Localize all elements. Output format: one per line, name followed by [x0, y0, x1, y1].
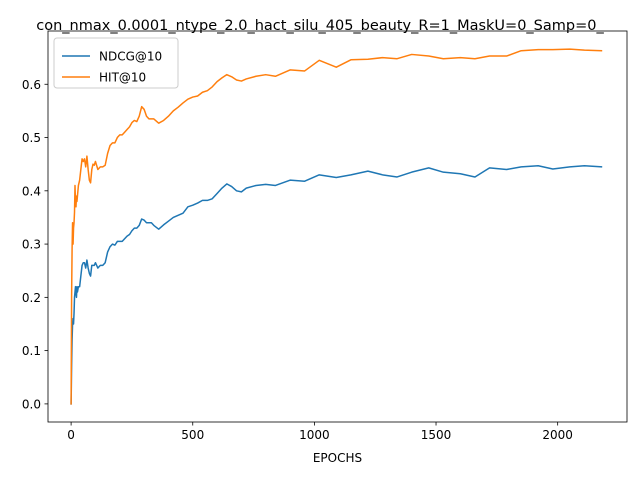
series-line-1: [70, 48, 603, 405]
plot-area-frame: [47, 30, 628, 423]
legend-label-1: HIT@10: [99, 71, 146, 85]
x-tick-label: 1000: [299, 428, 330, 442]
legend-box: [53, 37, 179, 89]
y-tick-label: 0.5: [22, 131, 41, 145]
series-layer: [70, 48, 603, 405]
x-tick-label: 1500: [421, 428, 452, 442]
x-axis: 0 500 1000 1500 2000: [67, 422, 573, 442]
x-tick-label: 0: [67, 428, 75, 442]
chart-title: con_nmax_0.0001_ntype_2.0_hact_silu_405_…: [36, 18, 604, 34]
y-tick-label: 0.3: [22, 238, 41, 252]
y-tick-label: 0.1: [22, 344, 41, 358]
y-tick-label: 0.0: [22, 397, 41, 411]
y-tick-label: 0.4: [22, 184, 41, 198]
y-axis: 0.0 0.1 0.2 0.3 0.4 0.5 0.6: [22, 78, 48, 411]
legend-label-0: NDCG@10: [99, 50, 162, 64]
x-axis-label: EPOCHS: [313, 451, 362, 465]
y-tick-label: 0.2: [22, 291, 41, 305]
series-line-0: [70, 165, 603, 405]
y-tick-label: 0.6: [22, 78, 41, 92]
x-tick-label: 500: [181, 428, 204, 442]
x-tick-label: 2000: [542, 428, 573, 442]
legend: NDCG@10 HIT@10: [53, 37, 179, 89]
